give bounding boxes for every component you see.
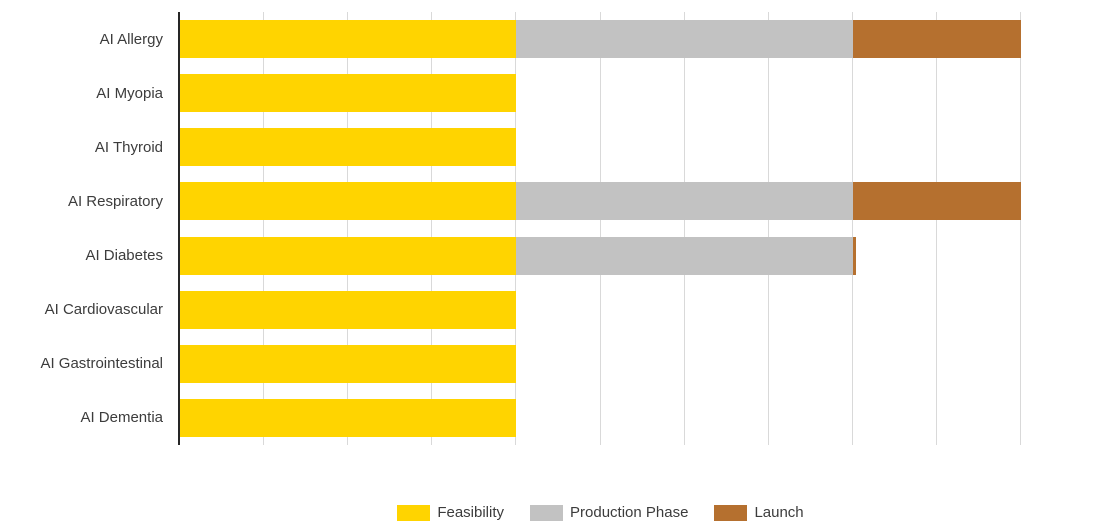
bar-row [180, 283, 1021, 337]
bar-segment-launch[interactable] [852, 236, 857, 275]
bar-segment-feasibility[interactable] [180, 236, 517, 275]
gridline [767, 12, 769, 445]
y-axis-line [178, 12, 180, 445]
bar-segment-launch[interactable] [852, 182, 1021, 221]
bar-segment-feasibility[interactable] [180, 290, 517, 329]
legend-label: Launch [754, 504, 804, 521]
feasibility-swatch-icon [397, 504, 431, 521]
bar-row [180, 391, 1021, 445]
category-label: AI Respiratory [67, 192, 163, 210]
bar-stack [180, 20, 1021, 59]
bar-row [180, 229, 1021, 283]
plot-area [178, 12, 1021, 445]
gridline [683, 12, 685, 445]
gridline [515, 12, 517, 445]
bar-row [180, 12, 1021, 66]
bar-row [180, 120, 1021, 174]
bar-stack [180, 290, 1021, 329]
launch-swatch-icon [714, 504, 748, 521]
gridline [431, 12, 433, 445]
legend-item-launch[interactable]: Launch [714, 504, 804, 521]
bar-stack [180, 74, 1021, 113]
bar-segment-feasibility[interactable] [180, 74, 517, 113]
category-label: AI Diabetes [85, 247, 163, 265]
bar-segment-feasibility[interactable] [180, 344, 517, 383]
gridline [935, 12, 937, 445]
legend-label: Production Phase [570, 504, 689, 521]
legend-label: Feasibility [437, 504, 505, 521]
category-label: AI Myopia [96, 84, 163, 102]
bar-segment-feasibility[interactable] [180, 20, 517, 59]
bar-segment-launch[interactable] [852, 20, 1021, 59]
gridline [851, 12, 853, 445]
bar-stack [180, 128, 1021, 167]
gridline [263, 12, 265, 445]
bar-stack [180, 398, 1021, 437]
bar-rows [180, 12, 1021, 445]
category-label: AI Cardiovascular [44, 301, 163, 319]
category-label: AI Allergy [99, 30, 163, 48]
production-phase-swatch-icon [530, 504, 564, 521]
bar-segment-production-phase[interactable] [516, 20, 853, 59]
legend: Feasibility Production Phase Launch [180, 504, 1021, 521]
bar-segment-production-phase[interactable] [516, 236, 853, 275]
bar-segment-feasibility[interactable] [180, 182, 517, 221]
bar-row [180, 337, 1021, 391]
bar-segment-feasibility[interactable] [180, 398, 517, 437]
bar-segment-production-phase[interactable] [516, 182, 853, 221]
legend-item-feasibility[interactable]: Feasibility [397, 504, 504, 521]
bar-row [180, 174, 1021, 228]
bar-stack [180, 344, 1021, 383]
bar-stack [180, 236, 1021, 275]
gridline [1020, 12, 1021, 445]
bar-row [180, 66, 1021, 120]
gridline [347, 12, 349, 445]
category-label: AI Gastrointestinal [40, 355, 163, 373]
category-label: AI Thyroid [94, 138, 163, 156]
category-axis-labels: AI Allergy AI Myopia AI Thyroid AI Respirat… [0, 12, 163, 445]
bar-stack [180, 182, 1021, 221]
legend-item-production-phase[interactable]: Production Phase [530, 504, 688, 521]
gridline [599, 12, 601, 445]
category-label: AI Dementia [80, 409, 163, 427]
bar-segment-feasibility[interactable] [180, 128, 517, 167]
